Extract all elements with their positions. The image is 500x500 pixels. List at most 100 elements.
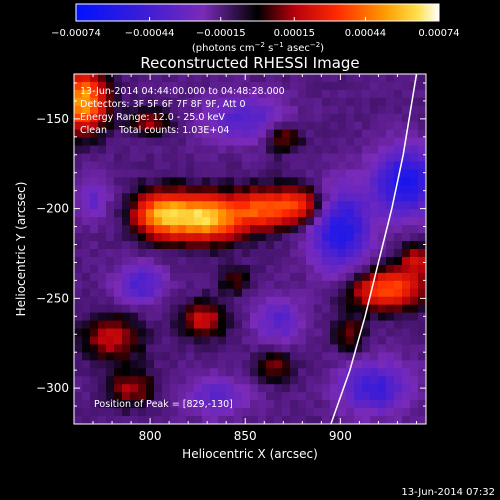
heatmap-cell <box>250 304 259 314</box>
heatmap-cell <box>354 272 363 282</box>
heatmap-cell <box>138 97 147 107</box>
heatmap-cell <box>338 320 347 330</box>
heatmap-cell <box>402 81 411 91</box>
heatmap-cell <box>90 280 99 290</box>
heatmap-cell <box>234 129 243 139</box>
heatmap-cell <box>378 177 387 186</box>
heatmap-cell <box>242 217 251 226</box>
heatmap-cell <box>90 312 99 322</box>
heatmap-cell <box>378 217 387 226</box>
heatmap-cell <box>122 241 131 250</box>
heatmap-cell <box>258 320 267 330</box>
heatmap-cell <box>218 113 227 123</box>
heatmap-cell <box>386 336 395 346</box>
heatmap-cell <box>386 256 395 266</box>
heatmap-cell <box>82 225 91 234</box>
heatmap-cell <box>194 249 203 258</box>
heatmap-cell <box>250 392 259 401</box>
heatmap-cell <box>170 209 179 218</box>
heatmap-cell <box>274 153 283 163</box>
heatmap-cell <box>82 105 91 115</box>
heatmap-cell <box>386 185 395 194</box>
heatmap-cell <box>306 169 315 179</box>
heatmap-cell <box>290 352 299 361</box>
heatmap-cell <box>354 193 363 202</box>
heatmap-cell <box>154 193 163 202</box>
heatmap-cell <box>242 185 251 194</box>
heatmap-cell <box>386 177 395 186</box>
heatmap-cell <box>410 74 419 83</box>
heatmap-cell <box>202 272 211 282</box>
heatmap-cell <box>362 376 371 385</box>
heatmap-cell <box>402 352 411 361</box>
heatmap-cell <box>218 272 227 282</box>
heatmap-cell <box>394 384 403 393</box>
heatmap-cell <box>186 121 195 131</box>
heatmap-cell <box>306 288 315 298</box>
heatmap-cell <box>370 352 379 361</box>
heatmap-cell <box>130 296 139 306</box>
heatmap-cell <box>346 416 355 424</box>
heatmap-cell <box>418 368 426 377</box>
heatmap-cell <box>370 201 379 210</box>
heatmap-cell <box>234 344 243 354</box>
heatmap-cell <box>258 129 267 139</box>
heatmap-cell <box>202 344 211 354</box>
heatmap-cell <box>250 256 259 266</box>
heatmap-cell <box>210 272 219 282</box>
heatmap-cell <box>418 312 426 322</box>
heatmap-cell <box>274 280 283 290</box>
heatmap-cell <box>282 81 291 91</box>
heatmap-cell <box>314 129 323 139</box>
heatmap-cell <box>250 193 259 202</box>
heatmap-cell <box>234 241 243 250</box>
heatmap-cell <box>234 256 243 266</box>
heatmap-cell <box>122 153 131 163</box>
heatmap-cell <box>362 161 371 171</box>
heatmap-cell <box>98 217 107 226</box>
heatmap-cell <box>122 304 131 314</box>
heatmap-cell <box>226 201 235 210</box>
heatmap-cell <box>154 392 163 401</box>
heatmap-cell <box>362 145 371 155</box>
heatmap-cell <box>186 288 195 298</box>
heatmap-cell <box>114 272 123 282</box>
heatmap-cell <box>202 304 211 314</box>
heatmap-cell <box>370 105 379 115</box>
heatmap-cell <box>178 129 187 139</box>
heatmap-cell <box>146 81 155 91</box>
heatmap-cell <box>194 336 203 346</box>
heatmap-cell <box>194 288 203 298</box>
heatmap-cell <box>418 97 426 107</box>
heatmap-cell <box>282 113 291 123</box>
heatmap-cell <box>338 89 347 99</box>
heatmap-cell <box>322 113 331 123</box>
heatmap-cell <box>74 201 83 210</box>
heatmap-cell <box>250 153 259 163</box>
heatmap-cell <box>306 320 315 330</box>
heatmap-cell <box>394 105 403 115</box>
heatmap-cell <box>194 193 203 202</box>
heatmap-cell <box>330 105 339 115</box>
heatmap-cell <box>378 312 387 322</box>
heatmap-cell <box>130 137 139 147</box>
heatmap-cell <box>314 312 323 322</box>
heatmap-cell <box>402 312 411 322</box>
heatmap-cell <box>394 177 403 186</box>
heatmap-cell <box>258 185 267 194</box>
heatmap-cell <box>314 161 323 171</box>
heatmap-cell <box>234 272 243 282</box>
heatmap-cell <box>178 304 187 314</box>
heatmap-cell <box>242 288 251 298</box>
heatmap-cell <box>386 384 395 393</box>
heatmap-cell <box>122 320 131 330</box>
heatmap-cell <box>266 304 275 314</box>
heatmap-cell <box>106 376 115 385</box>
heatmap-cell <box>106 320 115 330</box>
heatmap-cell <box>234 312 243 322</box>
heatmap-cell <box>258 241 267 250</box>
heatmap-cell <box>322 376 331 385</box>
heatmap-cell <box>282 153 291 163</box>
heatmap-cell <box>194 384 203 393</box>
heatmap-cell <box>154 312 163 322</box>
